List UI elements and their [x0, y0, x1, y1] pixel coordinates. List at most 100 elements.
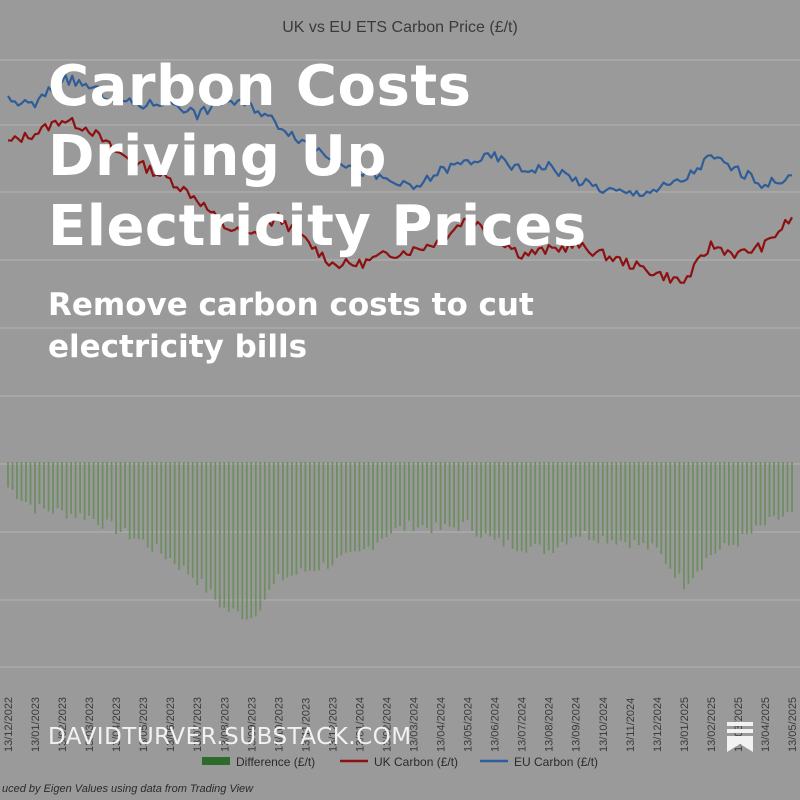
difference-bar [786, 462, 789, 512]
difference-bar [714, 462, 717, 554]
difference-bar [47, 462, 50, 512]
difference-bar [660, 462, 663, 554]
x-tick-label: 13/03/2023 [84, 697, 96, 752]
x-tick-label: 13/10/2023 [273, 697, 285, 752]
difference-bar [97, 462, 99, 525]
difference-bar [286, 462, 289, 578]
difference-bar [628, 462, 631, 548]
difference-bar [151, 462, 154, 552]
difference-bar [34, 462, 36, 514]
difference-bar [214, 462, 217, 600]
difference-bar [768, 462, 771, 517]
chart-source: uced by Eigen Values using data from Tra… [2, 783, 254, 795]
difference-bar [119, 462, 122, 532]
difference-bar [309, 462, 311, 571]
site-link[interactable]: DAVIDTURVER.SUBSTACK.COM [48, 724, 412, 750]
difference-bar [516, 462, 518, 552]
difference-bar [502, 462, 505, 547]
difference-bar [20, 462, 23, 501]
x-tick-label: 13/08/2023 [219, 697, 231, 752]
difference-bar [574, 462, 577, 537]
difference-bar [642, 462, 645, 543]
difference-bar [349, 462, 352, 552]
difference-bar [65, 462, 68, 519]
difference-bar [417, 462, 419, 528]
difference-bar [106, 462, 108, 520]
difference-bar [439, 462, 442, 530]
price-lines [7, 73, 793, 284]
difference-bar [692, 462, 694, 578]
difference-bar [480, 462, 482, 538]
difference-bar [710, 462, 712, 556]
chart-title: UK vs EU ETS Carbon Price (£/t) [282, 19, 518, 36]
legend-item: EU Carbon (£/t) [480, 755, 598, 769]
difference-bar [16, 462, 18, 499]
difference-bar [191, 462, 194, 578]
legend-swatch [202, 757, 230, 765]
difference-bar [493, 462, 496, 540]
legend-label: Difference (£/t) [236, 755, 315, 769]
difference-bar [674, 462, 676, 578]
difference-bar [637, 462, 640, 546]
difference-bar [178, 462, 181, 570]
difference-bar [263, 462, 266, 600]
bookmark-icon[interactable] [727, 722, 753, 752]
difference-bar [746, 462, 748, 535]
eu-carbon-line [7, 73, 792, 198]
difference-bar [358, 462, 361, 552]
difference-bar [728, 462, 730, 546]
difference-bar [218, 462, 221, 608]
difference-bar [295, 462, 298, 575]
difference-bar [259, 462, 262, 611]
difference-bar [399, 462, 401, 527]
difference-bar [200, 462, 203, 580]
difference-bar [561, 462, 564, 542]
difference-bar [70, 462, 72, 514]
difference-bar [187, 462, 190, 575]
difference-bar [354, 462, 356, 552]
x-tick-label: 13/12/2024 [652, 697, 664, 752]
difference-bar [651, 462, 654, 544]
difference-bar [390, 462, 392, 534]
difference-bar [381, 462, 383, 539]
x-tick-label: 13/04/2024 [436, 697, 448, 752]
x-tick-label: 13/03/2024 [409, 697, 421, 752]
difference-bar [633, 462, 636, 540]
difference-bar [701, 462, 703, 571]
difference-bar [345, 462, 347, 553]
x-tick-label: 13/04/2025 [760, 697, 772, 752]
difference-bar [250, 462, 253, 618]
difference-bar [457, 462, 460, 532]
difference-bar [556, 462, 559, 548]
difference-bar [322, 462, 325, 563]
difference-bar [7, 462, 9, 488]
difference-bar [209, 462, 212, 590]
difference-bar [241, 462, 244, 620]
difference-bar [529, 462, 532, 547]
difference-bar [61, 462, 63, 511]
difference-bar [331, 462, 334, 566]
difference-bar [83, 462, 86, 521]
difference-bar [750, 462, 753, 534]
difference-bar [705, 462, 708, 558]
difference-bar [453, 462, 455, 528]
difference-bar [462, 462, 464, 522]
difference-bar [272, 462, 275, 584]
x-tick-label: 13/12/2023 [327, 697, 339, 752]
difference-bar [606, 462, 609, 544]
difference-bar [146, 462, 149, 548]
x-tick-label: 13/12/2022 [3, 697, 15, 752]
chart-legend: Difference (£/t) UK Carbon (£/t) EU Carbon… [202, 755, 598, 769]
difference-bar [759, 462, 762, 526]
difference-bar [484, 462, 487, 534]
x-tick-label: 13/07/2024 [517, 697, 529, 752]
headline: Carbon Costs Driving Up Electricity Pric… [48, 54, 587, 259]
difference-bar [719, 462, 721, 550]
difference-bar [755, 462, 757, 526]
difference-bar [11, 462, 14, 490]
x-tick-label: 13/02/2025 [706, 697, 718, 752]
difference-bar [304, 462, 307, 572]
difference-bar [615, 462, 618, 545]
difference-bar [421, 462, 424, 526]
